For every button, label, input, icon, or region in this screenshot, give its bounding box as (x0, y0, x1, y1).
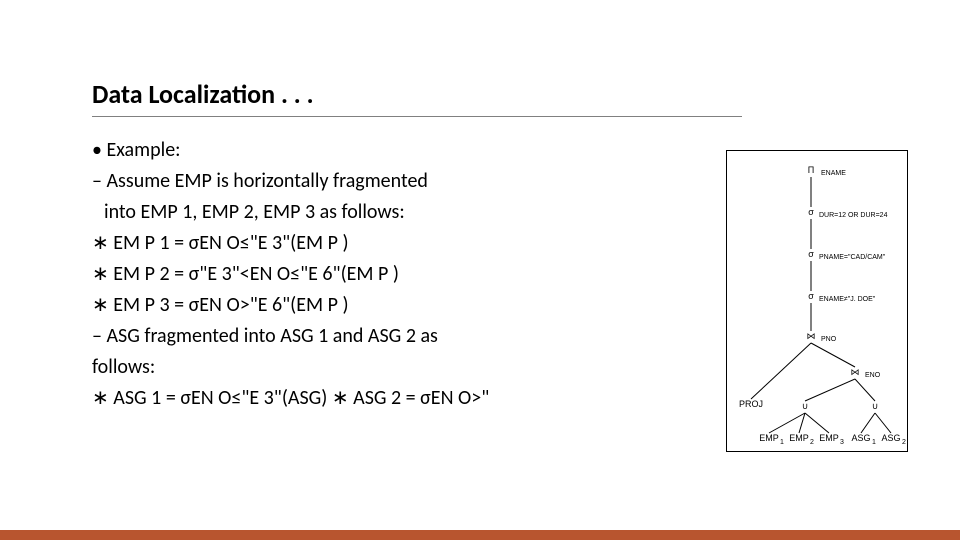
svg-text:DUR=12 OR DUR=24: DUR=12 OR DUR=24 (819, 212, 888, 219)
svg-text:σ: σ (808, 207, 814, 217)
svg-text:σ: σ (808, 249, 814, 259)
svg-text:PNO: PNO (821, 336, 837, 343)
svg-text:1: 1 (872, 439, 876, 446)
svg-text:ENAME: ENAME (821, 170, 846, 177)
line-follows: follows: (92, 352, 592, 383)
svg-text:2: 2 (810, 439, 814, 446)
title-underline (92, 116, 742, 117)
svg-text:ENAME≠"J. DOE": ENAME≠"J. DOE" (819, 296, 876, 303)
svg-text:PNAME="CAD/CAM": PNAME="CAD/CAM" (819, 254, 886, 261)
svg-text:1: 1 (780, 439, 784, 446)
svg-text:⋈: ⋈ (851, 367, 860, 377)
svg-text:2: 2 (902, 439, 906, 446)
query-tree-svg: Π ENAME σ DUR=12 OR DUR=24 σ PNAME="CAD/CAM" σ… (727, 151, 907, 451)
svg-text:∪: ∪ (802, 401, 809, 411)
svg-text:PROJ: PROJ (739, 399, 763, 409)
svg-text:∪: ∪ (872, 401, 879, 411)
svg-text:EMP: EMP (819, 433, 839, 443)
svg-text:Π: Π (808, 165, 815, 175)
footer-accent-bar (0, 530, 960, 540)
line-into: into EMP 1, EMP 2, EMP 3 as follows: (92, 197, 592, 228)
slide-title: Data Localization . . . (92, 78, 732, 114)
title-block: Data Localization . . . (92, 78, 732, 117)
svg-text:ASG: ASG (851, 433, 870, 443)
line-emp1: ∗ EM P 1 = σEN O≤"E 3"(EM P ) (92, 228, 592, 259)
line-emp3: ∗ EM P 3 = σEN O>"E 6"(EM P ) (92, 290, 592, 321)
svg-text:3: 3 (840, 439, 844, 446)
line-asg12: ∗ ASG 1 = σEN O≤"E 3"(ASG) ∗ ASG 2 = σEN… (92, 383, 592, 414)
line-example: • Example: (92, 135, 592, 166)
line-emp2: ∗ EM P 2 = σ"E 3"<EN O≤"E 6"(EM P ) (92, 259, 592, 290)
slide: Data Localization . . . • Example: – Ass… (0, 0, 960, 540)
line-asg-frag: – ASG fragmented into ASG 1 and ASG 2 as (92, 321, 592, 352)
svg-text:ENO: ENO (865, 372, 881, 379)
svg-text:σ: σ (808, 291, 814, 301)
line-assume: – Assume EMP is horizontally fragmented (92, 166, 592, 197)
svg-text:⋈: ⋈ (807, 331, 816, 341)
svg-text:ASG: ASG (881, 433, 900, 443)
body-text: • Example: – Assume EMP is horizontally … (92, 135, 592, 414)
svg-text:EMP: EMP (789, 433, 809, 443)
svg-text:EMP: EMP (759, 433, 779, 443)
query-tree-diagram: Π ENAME σ DUR=12 OR DUR=24 σ PNAME="CAD/CAM" σ… (726, 150, 908, 452)
